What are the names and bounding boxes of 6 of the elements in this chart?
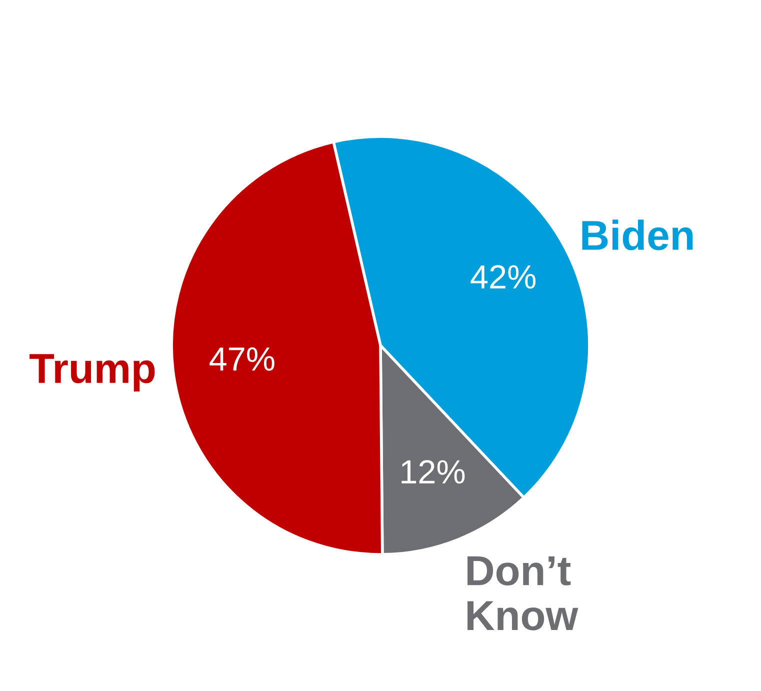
slice-label: Biden: [582, 220, 693, 250]
data-label: 47%: [210, 347, 274, 371]
data-label: 42%: [470, 265, 536, 289]
slice-label: Don’t Know: [468, 556, 578, 630]
slice-label: Trump: [30, 354, 155, 392]
data-label: 12%: [402, 460, 465, 484]
